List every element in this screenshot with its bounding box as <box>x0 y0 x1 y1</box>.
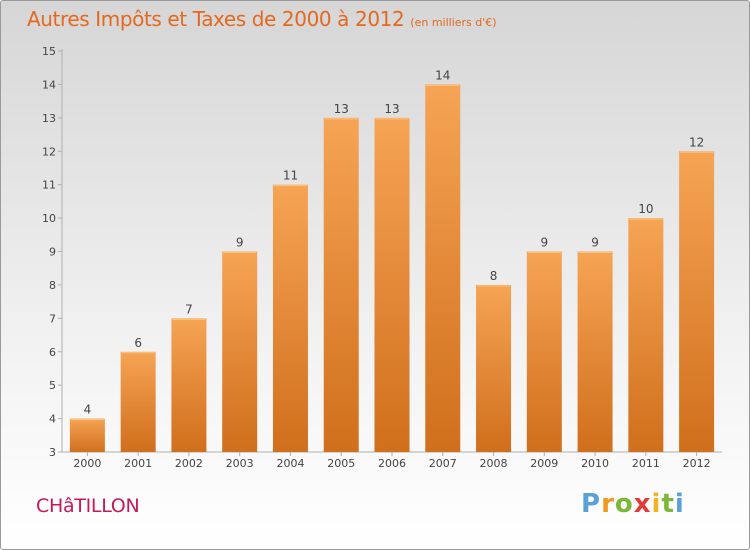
y-tick-label: 3 <box>49 446 56 459</box>
bar-2010 <box>577 251 613 452</box>
bar-2002 <box>171 318 207 452</box>
x-tick-label: 2001 <box>124 457 152 470</box>
y-tick-label: 13 <box>42 112 56 125</box>
x-tick-label: 2010 <box>581 457 609 470</box>
x-tick-label: 2003 <box>226 457 254 470</box>
data-label: 7 <box>185 302 193 316</box>
x-tick-label: 2002 <box>175 457 203 470</box>
bar-2012 <box>679 151 715 452</box>
data-label: 4 <box>84 403 92 417</box>
bar-2000 <box>69 418 105 452</box>
y-tick-label: 15 <box>42 45 56 58</box>
x-tick-label: 2012 <box>683 457 711 470</box>
data-label: 9 <box>236 236 244 250</box>
y-tick-label: 11 <box>42 179 56 192</box>
bar-2008 <box>476 284 512 452</box>
x-tick-label: 2007 <box>429 457 457 470</box>
data-label: 13 <box>384 102 399 116</box>
bar-2003 <box>222 251 258 452</box>
y-tick-label: 7 <box>49 312 56 325</box>
y-tick-label: 6 <box>49 346 56 359</box>
bar-2004 <box>272 184 308 452</box>
x-tick-label: 2011 <box>632 457 660 470</box>
y-tick-label: 4 <box>49 413 56 426</box>
x-tick-label: 2009 <box>530 457 558 470</box>
data-label: 13 <box>334 102 349 116</box>
city-name: CHâTILLON <box>36 495 140 517</box>
proxiti-logo: Proxiti <box>581 489 685 519</box>
chart-title: Autres Impôts et Taxes de 2000 à 2012 (en… <box>27 7 497 31</box>
x-tick-label: 2008 <box>480 457 508 470</box>
bar-2007 <box>425 84 461 453</box>
y-tick-label: 9 <box>49 246 56 259</box>
x-tick-label: 2005 <box>327 457 355 470</box>
bar-2001 <box>120 351 156 452</box>
data-label: 14 <box>435 68 450 82</box>
bar-2006 <box>374 117 410 452</box>
bar-2009 <box>526 251 562 452</box>
y-tick-label: 5 <box>49 379 56 392</box>
data-label: 10 <box>638 202 653 216</box>
x-tick-label: 2004 <box>276 457 304 470</box>
y-tick-label: 14 <box>42 78 56 91</box>
data-label: 11 <box>283 169 298 183</box>
x-tick-label: 2000 <box>73 457 101 470</box>
data-label: 6 <box>134 336 142 350</box>
x-tick-label: 2006 <box>378 457 406 470</box>
bar-2005 <box>323 117 359 452</box>
data-label: 8 <box>490 269 498 283</box>
y-tick-label: 12 <box>42 145 56 158</box>
y-tick-label: 8 <box>49 279 56 292</box>
chart-unit: (en milliers d'€) <box>410 16 497 29</box>
bar-2011 <box>628 218 664 452</box>
data-label: 9 <box>591 236 599 250</box>
data-label: 9 <box>540 236 548 250</box>
data-label: 12 <box>689 135 704 149</box>
y-tick-label: 10 <box>42 212 56 225</box>
chart-title-text: Autres Impôts et Taxes de 2000 à 2012 <box>27 7 405 31</box>
